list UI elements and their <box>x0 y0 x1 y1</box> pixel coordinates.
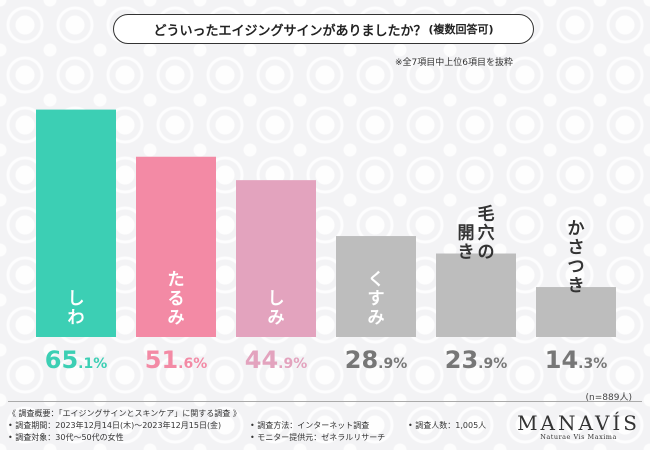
value-label-2: 51.6% <box>145 346 208 374</box>
survey-count: • 調査人数：1,005人 <box>408 421 487 430</box>
bar-2 <box>136 156 216 337</box>
svg-text:開: 開 <box>458 224 475 244</box>
svg-text:き: き <box>568 276 585 296</box>
top-items-note: ※全7項目中上位6項目を抜粋 <box>395 58 513 68</box>
svg-text:さ: さ <box>568 238 585 258</box>
question-title: どういったエイジングサインがありましたか？ (複数回答可) <box>113 14 534 44</box>
svg-text:く: く <box>368 270 385 290</box>
category-label-3: しみ <box>268 289 285 328</box>
question-main: どういったエイジングサインがありましたか？ <box>153 23 427 39</box>
brand-logo: MANAVÍS Naturae Vis Maxima <box>517 411 640 441</box>
svg-text:み: み <box>168 308 185 328</box>
svg-text:わ: わ <box>68 308 85 328</box>
bar-1 <box>36 109 116 337</box>
svg-text:毛: 毛 <box>478 204 495 225</box>
logo-wordmark: MANAVÍS <box>517 411 640 435</box>
svg-text:み: み <box>268 308 285 328</box>
svg-text:か: か <box>568 219 585 239</box>
svg-text:し: し <box>68 289 85 309</box>
category-label-4: くすみ <box>368 270 385 328</box>
category-label-1: しわ <box>68 289 85 328</box>
svg-text:る: る <box>168 289 185 309</box>
bar-chart: しわ65.1%たるみ51.6%しみ44.9%くすみ28.9%毛穴の開き23.9%… <box>36 109 616 374</box>
survey-title: 《 調査概要：「エイジングサインとスキンケア」に関する調査 》 <box>8 409 241 418</box>
logo-tagline: Naturae Vis Maxima <box>540 433 617 441</box>
survey-target: • 調査対象：30代〜50代の女性 <box>8 433 124 442</box>
question-sub: (複数回答可) <box>428 23 494 36</box>
survey-period: • 調査期間：2023年12月14日(木)〜2023年12月15日(金) <box>8 421 222 430</box>
value-label-1: 65.1% <box>45 346 108 374</box>
svg-text:す: す <box>368 289 385 309</box>
svg-text:穴: 穴 <box>478 223 495 244</box>
survey-method: • 調査方法：インターネット調査 <box>250 421 370 430</box>
bar-5 <box>436 253 516 337</box>
bar-6 <box>536 287 616 337</box>
svg-text:の: の <box>478 243 495 263</box>
svg-text:た: た <box>168 270 185 290</box>
value-label-3: 44.9% <box>245 346 308 374</box>
monitor-provider: • モニター提供元：ゼネラルリサーチ <box>250 433 386 442</box>
svg-text:き: き <box>458 243 475 263</box>
bar-4 <box>336 236 416 337</box>
value-label-5: 23.9% <box>445 346 508 374</box>
category-label-2: たるみ <box>168 270 185 328</box>
svg-text:し: し <box>268 289 285 309</box>
value-label-4: 28.9% <box>345 346 408 374</box>
bar-3 <box>236 180 316 337</box>
value-label-6: 14.3% <box>545 346 608 374</box>
svg-text:つ: つ <box>568 257 585 277</box>
svg-text:み: み <box>368 308 385 328</box>
sample-size-label: (n=889人) <box>585 393 632 403</box>
footer-divider <box>8 401 642 402</box>
